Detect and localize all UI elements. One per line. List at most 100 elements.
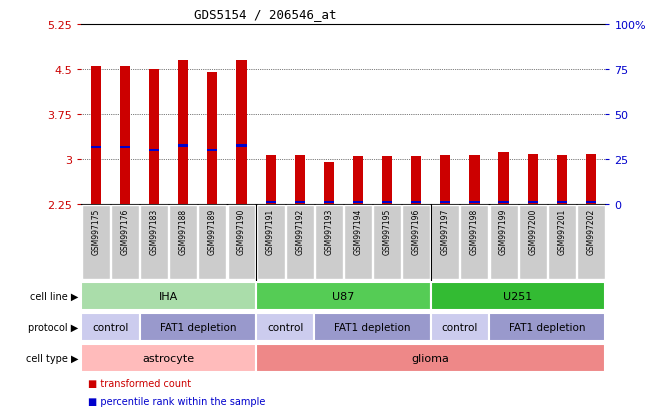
FancyBboxPatch shape bbox=[169, 206, 197, 279]
Bar bbox=[527, 155, 538, 204]
Bar bbox=[324, 163, 334, 204]
Bar bbox=[499, 152, 508, 204]
Bar bbox=[469, 201, 480, 204]
Bar bbox=[382, 201, 392, 204]
Text: astrocyte: astrocyte bbox=[143, 353, 195, 363]
Bar bbox=[295, 201, 305, 204]
Text: GSM997175: GSM997175 bbox=[91, 208, 100, 254]
Text: GSM997198: GSM997198 bbox=[470, 208, 479, 254]
Text: GSM997193: GSM997193 bbox=[324, 208, 333, 254]
FancyBboxPatch shape bbox=[519, 206, 547, 279]
FancyBboxPatch shape bbox=[81, 282, 256, 310]
Bar bbox=[266, 155, 276, 204]
Bar bbox=[527, 201, 538, 204]
Bar bbox=[353, 201, 363, 204]
Text: GSM997183: GSM997183 bbox=[150, 208, 159, 254]
Text: GSM997197: GSM997197 bbox=[441, 208, 450, 254]
FancyBboxPatch shape bbox=[490, 206, 518, 279]
Bar bbox=[266, 201, 276, 204]
Bar bbox=[207, 73, 217, 204]
FancyBboxPatch shape bbox=[373, 206, 401, 279]
Bar bbox=[120, 146, 130, 149]
FancyBboxPatch shape bbox=[432, 206, 459, 279]
Bar bbox=[236, 61, 247, 204]
Text: GSM997190: GSM997190 bbox=[237, 208, 246, 254]
Text: IHA: IHA bbox=[159, 291, 178, 301]
Text: cell type ▶: cell type ▶ bbox=[25, 353, 78, 363]
Text: GSM997201: GSM997201 bbox=[557, 208, 566, 254]
Bar bbox=[120, 67, 130, 204]
Text: GSM997191: GSM997191 bbox=[266, 208, 275, 254]
Text: GSM997188: GSM997188 bbox=[179, 208, 187, 254]
Bar bbox=[149, 149, 159, 152]
Bar bbox=[586, 155, 596, 204]
Text: control: control bbox=[267, 322, 303, 332]
FancyBboxPatch shape bbox=[81, 313, 139, 341]
Text: U87: U87 bbox=[332, 291, 355, 301]
FancyBboxPatch shape bbox=[344, 206, 372, 279]
FancyBboxPatch shape bbox=[199, 206, 227, 279]
Text: GSM997189: GSM997189 bbox=[208, 208, 217, 254]
Text: control: control bbox=[441, 322, 478, 332]
FancyBboxPatch shape bbox=[256, 313, 314, 341]
Text: GSM997202: GSM997202 bbox=[587, 208, 596, 254]
Text: GSM997200: GSM997200 bbox=[528, 208, 537, 254]
Bar bbox=[236, 145, 247, 148]
Text: cell line ▶: cell line ▶ bbox=[30, 291, 78, 301]
Text: GSM997199: GSM997199 bbox=[499, 208, 508, 254]
Bar bbox=[149, 70, 159, 204]
Text: ■ percentile rank within the sample: ■ percentile rank within the sample bbox=[88, 396, 265, 406]
Bar bbox=[411, 201, 421, 204]
FancyBboxPatch shape bbox=[286, 206, 314, 279]
Text: GSM997196: GSM997196 bbox=[411, 208, 421, 254]
FancyBboxPatch shape bbox=[256, 206, 284, 279]
FancyBboxPatch shape bbox=[431, 282, 605, 310]
FancyBboxPatch shape bbox=[315, 206, 343, 279]
Bar bbox=[469, 155, 480, 204]
FancyBboxPatch shape bbox=[577, 206, 605, 279]
Bar bbox=[586, 201, 596, 204]
Bar bbox=[440, 155, 450, 204]
Text: GSM997194: GSM997194 bbox=[353, 208, 363, 254]
Bar bbox=[178, 145, 188, 148]
Text: GDS5154 / 206546_at: GDS5154 / 206546_at bbox=[193, 8, 336, 21]
Bar bbox=[91, 146, 101, 149]
FancyBboxPatch shape bbox=[256, 344, 605, 372]
Text: GSM997195: GSM997195 bbox=[383, 208, 391, 254]
Bar bbox=[557, 155, 567, 204]
Bar bbox=[382, 157, 392, 204]
Bar bbox=[557, 201, 567, 204]
Bar bbox=[440, 201, 450, 204]
FancyBboxPatch shape bbox=[314, 313, 431, 341]
FancyBboxPatch shape bbox=[140, 206, 168, 279]
Bar bbox=[499, 201, 508, 204]
Text: control: control bbox=[92, 322, 129, 332]
FancyBboxPatch shape bbox=[489, 313, 605, 341]
Bar bbox=[178, 61, 188, 204]
FancyBboxPatch shape bbox=[228, 206, 255, 279]
Bar bbox=[324, 201, 334, 204]
Text: ■ transformed count: ■ transformed count bbox=[88, 378, 191, 388]
Text: glioma: glioma bbox=[412, 353, 450, 363]
Text: FAT1 depletion: FAT1 depletion bbox=[334, 322, 411, 332]
FancyBboxPatch shape bbox=[431, 313, 489, 341]
Text: GSM997176: GSM997176 bbox=[120, 208, 130, 254]
Bar bbox=[411, 157, 421, 204]
FancyBboxPatch shape bbox=[81, 344, 256, 372]
FancyBboxPatch shape bbox=[460, 206, 488, 279]
FancyBboxPatch shape bbox=[402, 206, 430, 279]
FancyBboxPatch shape bbox=[256, 282, 431, 310]
Bar bbox=[353, 157, 363, 204]
FancyBboxPatch shape bbox=[139, 313, 256, 341]
Bar bbox=[295, 155, 305, 204]
FancyBboxPatch shape bbox=[547, 206, 575, 279]
FancyBboxPatch shape bbox=[82, 206, 110, 279]
Text: FAT1 depletion: FAT1 depletion bbox=[509, 322, 585, 332]
Text: U251: U251 bbox=[503, 291, 533, 301]
Text: FAT1 depletion: FAT1 depletion bbox=[159, 322, 236, 332]
Bar bbox=[207, 149, 217, 152]
Bar bbox=[91, 67, 101, 204]
Text: protocol ▶: protocol ▶ bbox=[28, 322, 78, 332]
Text: GSM997192: GSM997192 bbox=[296, 208, 304, 254]
FancyBboxPatch shape bbox=[111, 206, 139, 279]
